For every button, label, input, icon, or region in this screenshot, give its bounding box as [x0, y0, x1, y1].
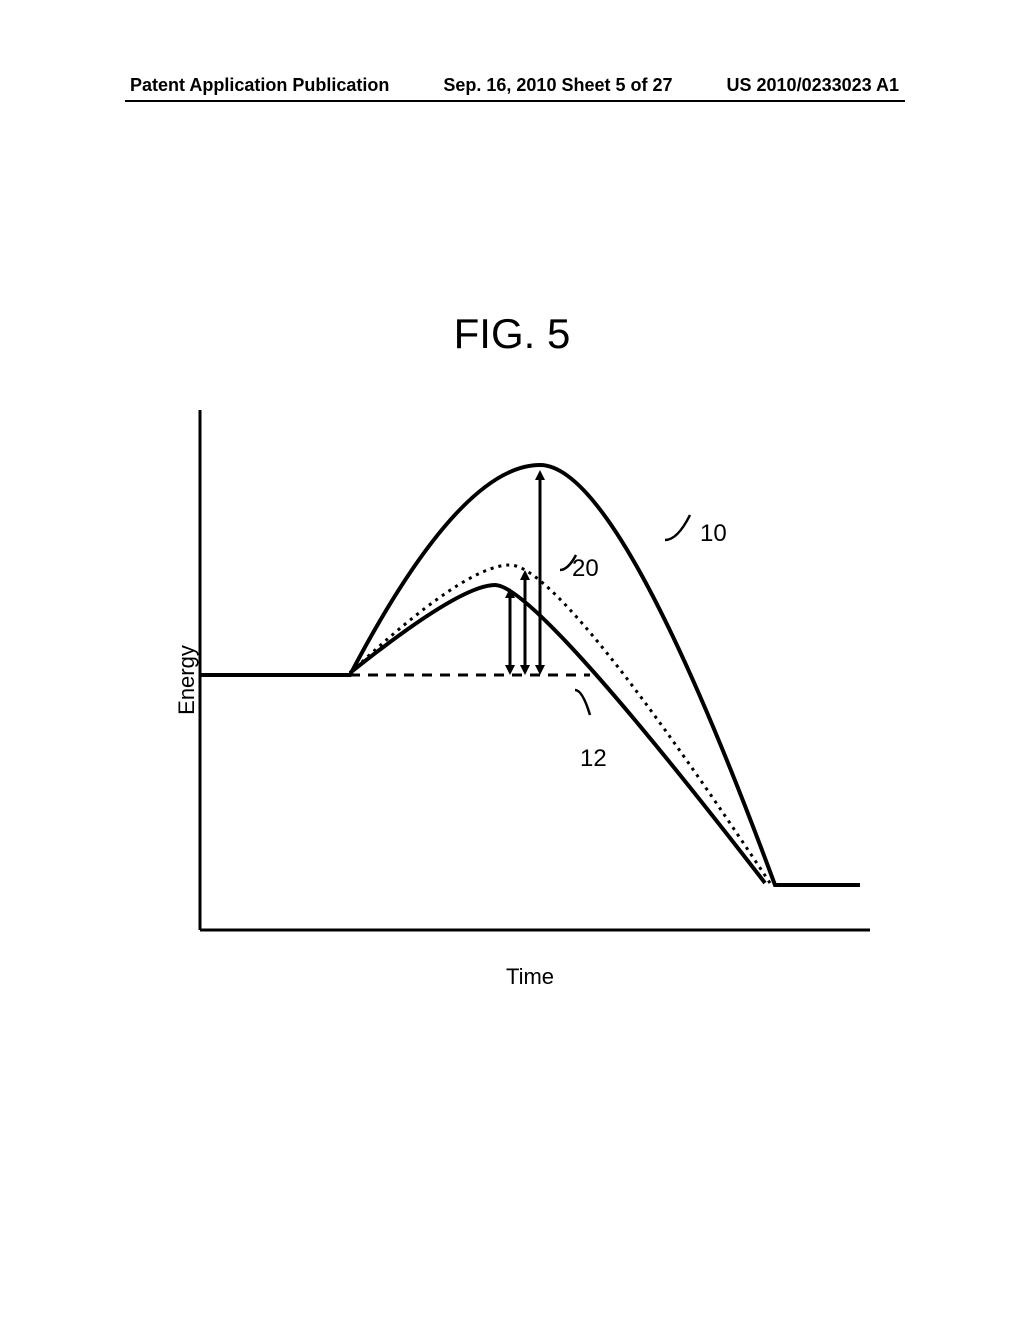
curve-label-12: 12: [580, 745, 607, 773]
header-rule: [125, 100, 905, 102]
curve-label-20: 20: [572, 555, 599, 583]
chart-svg: [180, 400, 880, 960]
header-right: US 2010/0233023 A1: [727, 75, 899, 96]
curve-label-10: 10: [700, 520, 727, 548]
energy-chart: Energy Time 10 20 12: [180, 400, 880, 960]
header-left: Patent Application Publication: [130, 75, 389, 96]
figure-title: FIG. 5: [454, 310, 571, 358]
page-header: Patent Application Publication Sep. 16, …: [0, 75, 1024, 96]
y-axis-label: Energy: [174, 645, 200, 715]
header-center: Sep. 16, 2010 Sheet 5 of 27: [443, 75, 672, 96]
x-axis-label: Time: [506, 964, 554, 990]
